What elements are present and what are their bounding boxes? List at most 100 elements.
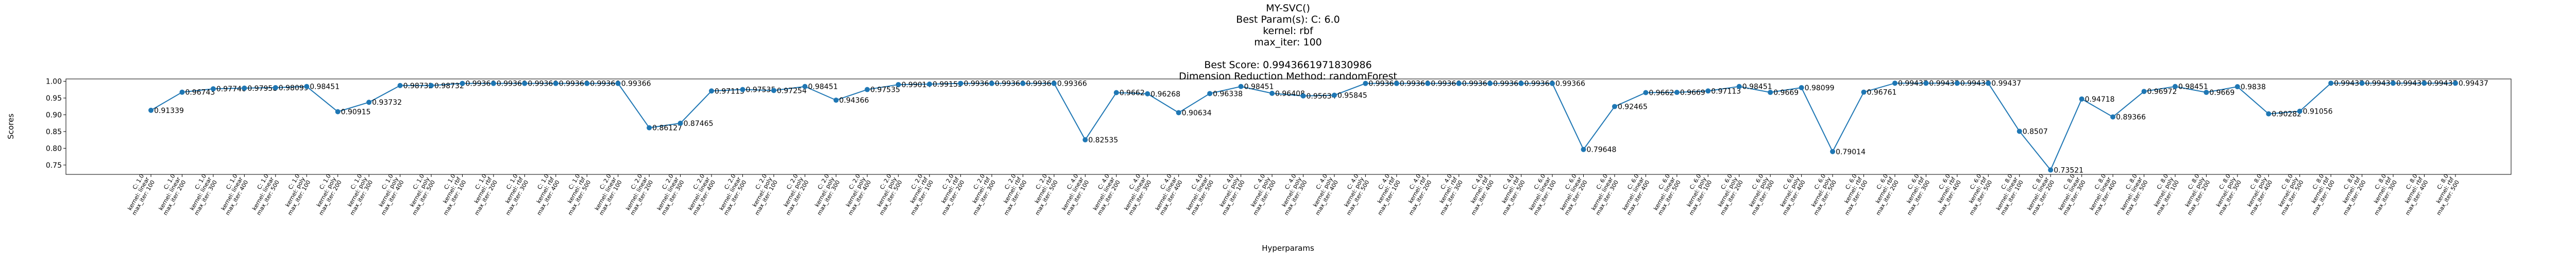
point <box>1612 104 1617 109</box>
point <box>335 109 341 115</box>
value-label: 0.99366 <box>1462 80 1492 88</box>
value-label: 0.87465 <box>684 120 714 128</box>
point <box>802 84 808 89</box>
point <box>895 82 901 87</box>
x-tick-label: C: 1.0kernel: linearmax_iter: 500 <box>245 173 281 217</box>
value-label: 0.99155 <box>933 80 962 89</box>
x-tick-label: C: 8.0kernel: polymax_iter: 500 <box>2269 173 2305 217</box>
point <box>2297 108 2302 114</box>
point <box>615 80 621 86</box>
point <box>1986 80 1991 86</box>
value-label: 0.90282 <box>2272 110 2301 119</box>
point <box>1331 92 1337 98</box>
point <box>1300 93 1306 99</box>
x-tick-label: C: 2.0kernel: polymax_iter: 100 <box>743 173 779 217</box>
value-label: 0.99366 <box>465 80 495 88</box>
point <box>833 98 839 103</box>
point <box>1269 90 1275 96</box>
x-tick-label: C: 2.0kernel: linearmax_iter: 300 <box>650 173 686 217</box>
x-tick-label: C: 4.0kernel: rbfmax_iter: 500 <box>1490 172 1527 216</box>
point <box>2110 114 2116 120</box>
x-tick-label: C: 6.0kernel: polymax_iter: 400 <box>1771 173 1807 217</box>
x-tick-label: C: 6.0kernel: rbfmax_iter: 100 <box>1833 172 1869 216</box>
point <box>1892 80 1897 86</box>
x-tick-label: C: 4.0kernel: polymax_iter: 300 <box>1272 173 1308 217</box>
chart-title: MY-SVC() <box>1266 3 1310 14</box>
x-tick-label: C: 1.0kernel: rbfmax_iter: 400 <box>525 172 562 216</box>
x-tick-label: C: 6.0kernel: linearmax_iter: 200 <box>1552 173 1588 217</box>
value-label: 0.99437 <box>2365 79 2395 88</box>
value-label: 0.9662 <box>1649 89 1674 97</box>
value-label: 0.99437 <box>1898 79 1928 88</box>
value-label: 0.99014 <box>902 81 931 89</box>
x-tick-label: C: 1.0kernel: polymax_iter: 300 <box>338 173 374 217</box>
point <box>460 80 465 86</box>
x-tick-label: C: 1.0kernel: rbfmax_iter: 100 <box>431 172 468 216</box>
value-label: 0.9662 <box>1120 89 1145 97</box>
x-tick-label: C: 4.0kernel: polymax_iter: 100 <box>1210 173 1246 217</box>
x-tick-label: C: 2.0kernel: linearmax_iter: 100 <box>587 173 623 217</box>
value-label: 0.92465 <box>1618 103 1648 111</box>
point <box>584 80 590 86</box>
point <box>1082 137 1088 142</box>
point <box>1923 80 1929 86</box>
value-label: 0.9669 <box>1680 89 1705 97</box>
value-label: 0.99437 <box>2396 79 2426 88</box>
x-tick-label: C: 1.0kernel: rbfmax_iter: 300 <box>494 172 530 216</box>
y-tick-label: 0.85 <box>46 128 62 136</box>
point <box>1363 80 1368 86</box>
point <box>553 80 558 86</box>
point <box>1425 80 1431 86</box>
x-tick-label: C: 6.0kernel: polymax_iter: 300 <box>1739 173 1775 217</box>
point <box>2048 167 2054 173</box>
value-label: 0.96408 <box>1275 90 1305 98</box>
value-label: 0.99437 <box>2428 79 2458 88</box>
point <box>1518 80 1524 86</box>
value-label: 0.96743 <box>185 89 215 97</box>
value-label: 0.96338 <box>1213 90 1243 98</box>
x-tick-label: C: 2.0kernel: linearmax_iter: 500 <box>711 173 748 217</box>
point <box>1487 80 1493 86</box>
point <box>2016 128 2022 134</box>
y-tick-label: 1.00 <box>46 78 62 86</box>
x-tick-label: C: 6.0kernel: linearmax_iter: 300 <box>1584 173 1620 217</box>
x-tick-label: C: 8.0kernel: rbfmax_iter: 100 <box>2300 172 2336 216</box>
point <box>242 85 247 91</box>
y-axis-label: Scores <box>6 114 15 139</box>
point <box>1799 85 1804 90</box>
value-label: 0.99366 <box>559 80 589 88</box>
value-label: 0.99366 <box>1026 80 1056 88</box>
value-label: 0.98451 <box>1742 83 1772 91</box>
value-label: 0.99437 <box>2334 79 2364 88</box>
point <box>1238 84 1244 89</box>
point <box>1176 110 1181 116</box>
x-tick-label: C: 6.0kernel: rbfmax_iter: 500 <box>1957 172 1994 216</box>
value-label: 0.94718 <box>2085 95 2115 104</box>
value-label: 0.95634 <box>1307 92 1336 101</box>
point <box>1736 84 1742 89</box>
x-tick-label: C: 4.0kernel: polymax_iter: 200 <box>1241 173 1277 217</box>
point <box>522 80 528 86</box>
x-tick-label: C: 1.0kernel: rbfmax_iter: 500 <box>556 172 592 216</box>
x-tick-label: C: 8.0kernel: polymax_iter: 100 <box>2144 173 2180 217</box>
value-label: 0.99366 <box>995 80 1025 88</box>
x-tick-label: C: 4.0kernel: linearmax_iter: 100 <box>1054 173 1090 217</box>
value-label: 0.93732 <box>372 99 402 107</box>
value-label: 0.98099 <box>1805 84 1835 92</box>
x-tick-label: C: 1.0kernel: polymax_iter: 500 <box>400 173 436 217</box>
x-tick-label: C: 6.0kernel: polymax_iter: 200 <box>1708 173 1744 217</box>
x-tick-label: C: 4.0kernel: rbfmax_iter: 400 <box>1459 172 1496 216</box>
value-label: 0.82535 <box>1088 136 1118 144</box>
point <box>740 87 745 92</box>
point <box>958 80 963 86</box>
x-tick-label: C: 2.0kernel: polymax_iter: 500 <box>868 173 904 217</box>
x-tick-label: C: 4.0kernel: linearmax_iter: 400 <box>1148 173 1184 217</box>
value-label: 0.86127 <box>652 124 682 133</box>
chart-title: Dimension Reduction Method: randomForest <box>1179 71 1397 82</box>
x-tick-label: C: 1.0kernel: linearmax_iter: 400 <box>213 173 249 217</box>
point <box>1954 80 1960 86</box>
value-label: 0.99366 <box>964 80 994 88</box>
point <box>2141 89 2147 94</box>
chart-title: kernel: rbf <box>1263 25 1314 37</box>
x-tick-label: C: 2.0kernel: rbfmax_iter: 400 <box>992 172 1028 216</box>
